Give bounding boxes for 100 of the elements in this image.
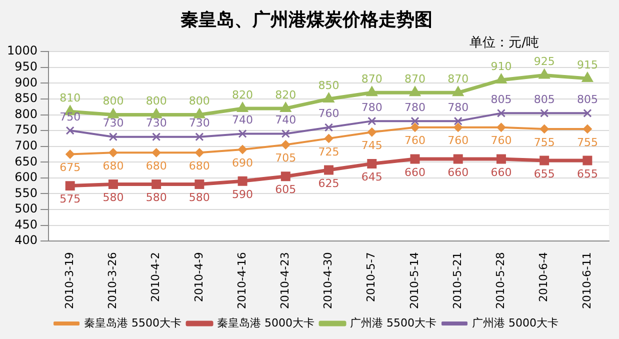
data-label: 755 <box>534 136 555 149</box>
data-label: 660 <box>490 166 512 179</box>
data-label: 660 <box>404 166 426 179</box>
data-label: 575 <box>60 192 81 206</box>
point <box>452 86 464 96</box>
point <box>281 140 290 150</box>
y-tick-label: 700 <box>14 138 38 152</box>
point <box>195 132 204 142</box>
y-tick-label: 800 <box>14 106 38 121</box>
point <box>194 148 204 158</box>
point <box>280 102 292 112</box>
data-label: 780 <box>448 100 469 114</box>
point <box>238 129 247 138</box>
data-label: 760 <box>404 134 426 148</box>
point <box>582 72 594 82</box>
point <box>496 122 506 132</box>
data-label: 580 <box>188 191 210 204</box>
data-label: 590 <box>232 188 254 201</box>
point <box>152 148 161 158</box>
data-label: 730 <box>188 116 210 130</box>
y-tick-label: 850 <box>14 91 38 106</box>
point <box>496 74 507 84</box>
point <box>194 179 204 189</box>
point <box>582 124 592 134</box>
point <box>238 144 248 154</box>
x-tick-label: 2010-6-11 <box>580 252 594 310</box>
point <box>538 68 550 79</box>
y-tick-label: 650 <box>14 154 38 168</box>
data-label: 645 <box>361 170 382 184</box>
point <box>367 158 377 168</box>
point <box>236 102 248 112</box>
point <box>540 156 550 166</box>
data-label: 730 <box>146 116 167 130</box>
point <box>410 154 420 164</box>
x-tick-label: 2010-4-2 <box>149 252 162 302</box>
point <box>108 148 118 158</box>
data-label: 915 <box>576 58 598 72</box>
x-tick-label: 2010-5-7 <box>364 252 378 302</box>
data-label: 755 <box>576 136 598 149</box>
point <box>323 92 334 102</box>
data-label: 655 <box>534 167 555 180</box>
data-label: 810 <box>60 91 81 104</box>
data-label: 925 <box>534 55 555 68</box>
point <box>583 108 592 118</box>
point <box>108 108 119 118</box>
data-label: 725 <box>318 145 340 158</box>
legend-label: 秦皇岛港 5500大卡 <box>84 316 182 330</box>
data-label: 580 <box>146 191 167 204</box>
point <box>496 154 506 164</box>
x-tick-label: 2010-5-28 <box>494 252 508 310</box>
point <box>324 165 334 175</box>
data-label: 870 <box>404 72 426 86</box>
data-label: 740 <box>232 114 254 127</box>
x-tick-label: 2010-4-16 <box>235 252 248 310</box>
point <box>368 116 376 126</box>
data-label: 655 <box>576 167 598 180</box>
data-label: 820 <box>275 88 296 102</box>
point <box>194 108 206 118</box>
data-label: 760 <box>448 134 469 148</box>
point <box>366 86 378 96</box>
data-label: 870 <box>448 72 469 86</box>
point <box>410 122 420 132</box>
point <box>108 179 118 189</box>
data-label: 780 <box>361 100 382 114</box>
x-tick-label: 2010-6-4 <box>537 252 550 302</box>
x-tick-label: 2010-5-21 <box>450 252 464 310</box>
x-tick-label: 2010-4-23 <box>278 252 292 310</box>
y-tick-label: 400 <box>14 233 38 248</box>
data-label: 660 <box>448 166 469 179</box>
point <box>65 181 75 191</box>
point <box>281 129 290 138</box>
point <box>152 179 162 189</box>
data-label: 800 <box>188 94 210 108</box>
point <box>409 86 421 96</box>
data-label: 730 <box>102 116 124 130</box>
data-label: 805 <box>534 93 555 106</box>
legend-label: 广州港 5000大卡 <box>472 316 558 330</box>
y-tick-label: 900 <box>14 75 38 90</box>
point <box>540 124 549 134</box>
data-label: 625 <box>318 176 340 190</box>
data-label: 760 <box>490 134 512 148</box>
data-label: 910 <box>490 60 512 73</box>
data-label: 680 <box>102 160 124 173</box>
y-tick-label: 1000 <box>6 44 38 58</box>
x-tick-label: 2010-3-26 <box>106 252 120 310</box>
point <box>238 176 248 186</box>
point <box>108 132 118 142</box>
point <box>66 126 74 135</box>
data-label: 870 <box>361 72 382 86</box>
x-tick-label: 2010-5-14 <box>408 252 421 310</box>
data-label: 740 <box>275 114 296 127</box>
data-label: 680 <box>146 160 167 173</box>
point <box>324 134 334 143</box>
data-label: 675 <box>60 161 81 174</box>
data-label: 800 <box>146 94 167 108</box>
point <box>540 108 549 118</box>
data-label: 850 <box>318 78 340 92</box>
data-label: 690 <box>232 156 254 170</box>
data-label: 705 <box>275 152 296 165</box>
data-label: 820 <box>232 88 254 102</box>
